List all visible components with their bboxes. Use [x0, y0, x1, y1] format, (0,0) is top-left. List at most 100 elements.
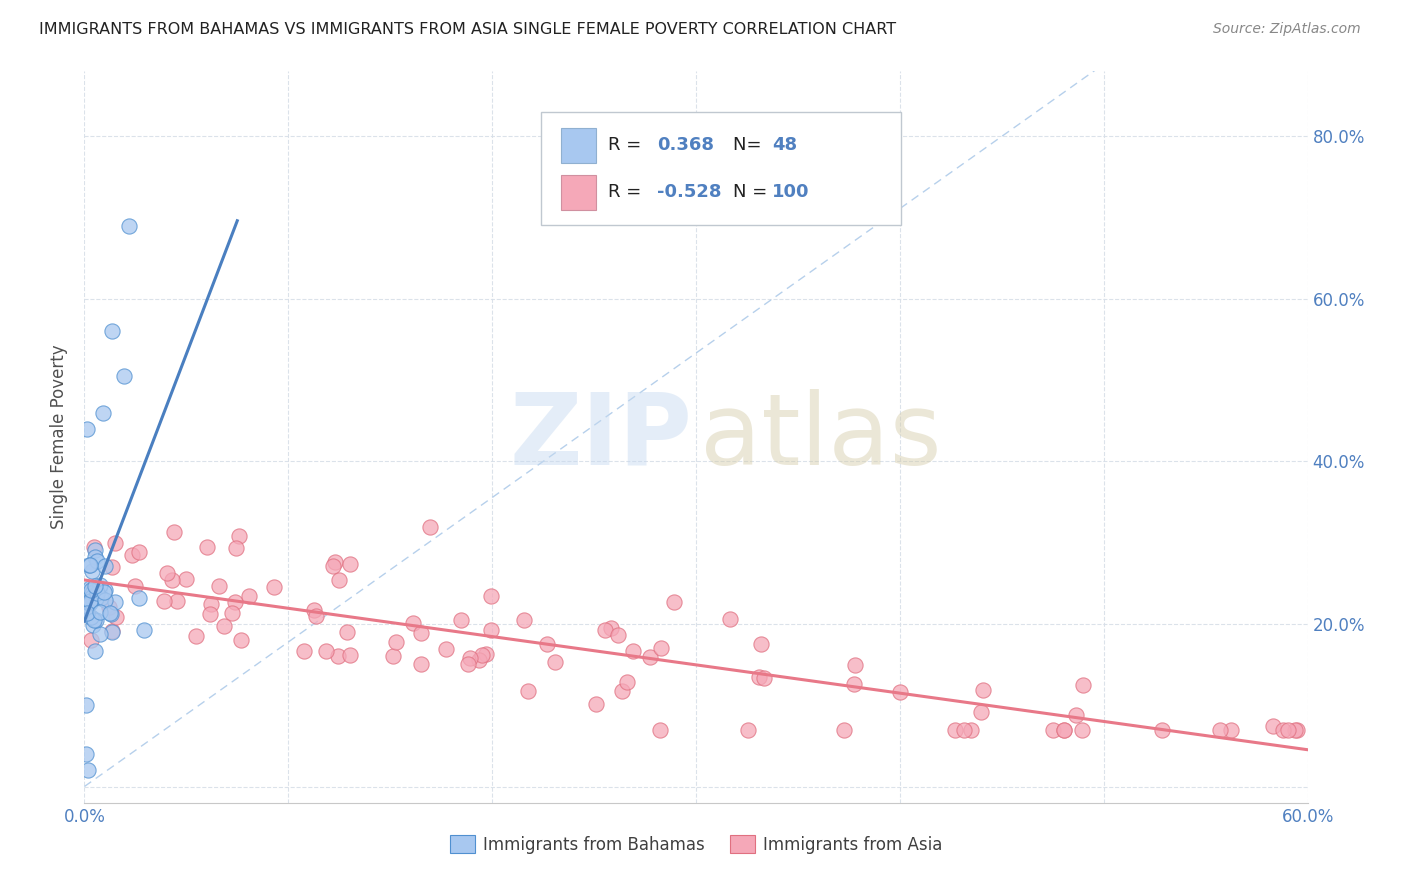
Point — [90, 591, 112, 606]
Point — [516, 684, 538, 698]
Point — [225, 541, 247, 555]
Point — [339, 648, 361, 663]
Point — [79, 610, 101, 624]
Point — [479, 623, 502, 637]
Point — [381, 649, 404, 664]
Point — [434, 642, 457, 657]
Point — [124, 579, 146, 593]
Point — [83, 583, 105, 598]
Point — [305, 609, 328, 624]
Point — [621, 643, 644, 657]
Point — [101, 624, 124, 638]
Point — [953, 723, 976, 737]
Point — [1284, 723, 1306, 737]
Point — [1286, 723, 1309, 737]
Point — [842, 676, 865, 690]
Point — [97, 599, 120, 614]
Point — [419, 520, 441, 534]
Point — [75, 698, 97, 713]
FancyBboxPatch shape — [541, 112, 901, 225]
Point — [84, 591, 107, 605]
Point — [94, 592, 117, 607]
Point — [76, 599, 98, 614]
Point — [79, 596, 101, 610]
Point — [536, 637, 558, 651]
Point — [163, 525, 186, 540]
Point — [1272, 723, 1295, 737]
Point — [471, 648, 494, 663]
Point — [943, 723, 966, 737]
Point — [1277, 723, 1299, 737]
Point — [450, 613, 472, 627]
Point — [718, 612, 741, 626]
Point — [1261, 719, 1284, 733]
Point — [970, 705, 993, 719]
Point — [86, 554, 108, 568]
Point — [600, 621, 623, 635]
Text: 100: 100 — [772, 183, 810, 201]
Point — [339, 557, 361, 571]
Point — [89, 578, 111, 592]
Point — [844, 658, 866, 673]
Point — [79, 581, 101, 595]
Point — [616, 674, 638, 689]
Point — [79, 594, 101, 608]
Point — [959, 723, 981, 737]
Point — [83, 549, 105, 564]
Point — [128, 544, 150, 558]
Text: N=: N= — [733, 136, 766, 153]
Point — [832, 723, 855, 737]
Point — [153, 594, 176, 608]
Point — [80, 586, 103, 600]
Text: atlas: atlas — [700, 389, 941, 485]
Point — [1053, 723, 1076, 737]
Point — [174, 572, 197, 586]
Point — [75, 747, 97, 761]
Point — [972, 683, 994, 698]
Text: R =: R = — [607, 136, 647, 153]
Text: R =: R = — [607, 183, 647, 201]
Point — [89, 606, 111, 620]
Point — [214, 619, 236, 633]
Point — [328, 649, 350, 664]
Point — [118, 219, 141, 233]
Point — [384, 635, 406, 649]
Point — [121, 548, 143, 562]
Point — [80, 633, 103, 648]
Point — [77, 596, 100, 610]
Point — [323, 555, 346, 569]
Point — [638, 650, 661, 665]
Y-axis label: Single Female Poverty: Single Female Poverty — [51, 345, 69, 529]
Point — [91, 406, 114, 420]
Point — [460, 650, 482, 665]
Point — [84, 644, 107, 658]
Point — [200, 597, 222, 611]
Point — [512, 613, 534, 627]
Point — [1071, 723, 1094, 737]
Point — [101, 625, 124, 640]
Point — [328, 574, 350, 588]
Point — [184, 629, 207, 643]
Point — [84, 585, 107, 599]
Point — [411, 626, 433, 640]
Point — [94, 559, 117, 574]
Point — [82, 581, 104, 595]
Point — [84, 579, 107, 593]
Point — [101, 325, 124, 339]
Text: IMMIGRANTS FROM BAHAMAS VS IMMIGRANTS FROM ASIA SINGLE FEMALE POVERTY CORRELATIO: IMMIGRANTS FROM BAHAMAS VS IMMIGRANTS FR… — [39, 22, 897, 37]
Point — [650, 723, 672, 737]
Point — [1042, 723, 1064, 737]
Point — [94, 583, 117, 598]
Point — [221, 607, 243, 621]
Text: ZIP: ZIP — [509, 389, 692, 485]
Text: N =: N = — [733, 183, 773, 201]
Point — [544, 655, 567, 669]
Point — [411, 657, 433, 671]
Point — [100, 559, 122, 574]
Point — [263, 580, 285, 594]
Point — [200, 607, 222, 621]
Text: 48: 48 — [772, 136, 797, 153]
Point — [1073, 678, 1095, 692]
Point — [336, 625, 359, 640]
Point — [585, 698, 607, 712]
